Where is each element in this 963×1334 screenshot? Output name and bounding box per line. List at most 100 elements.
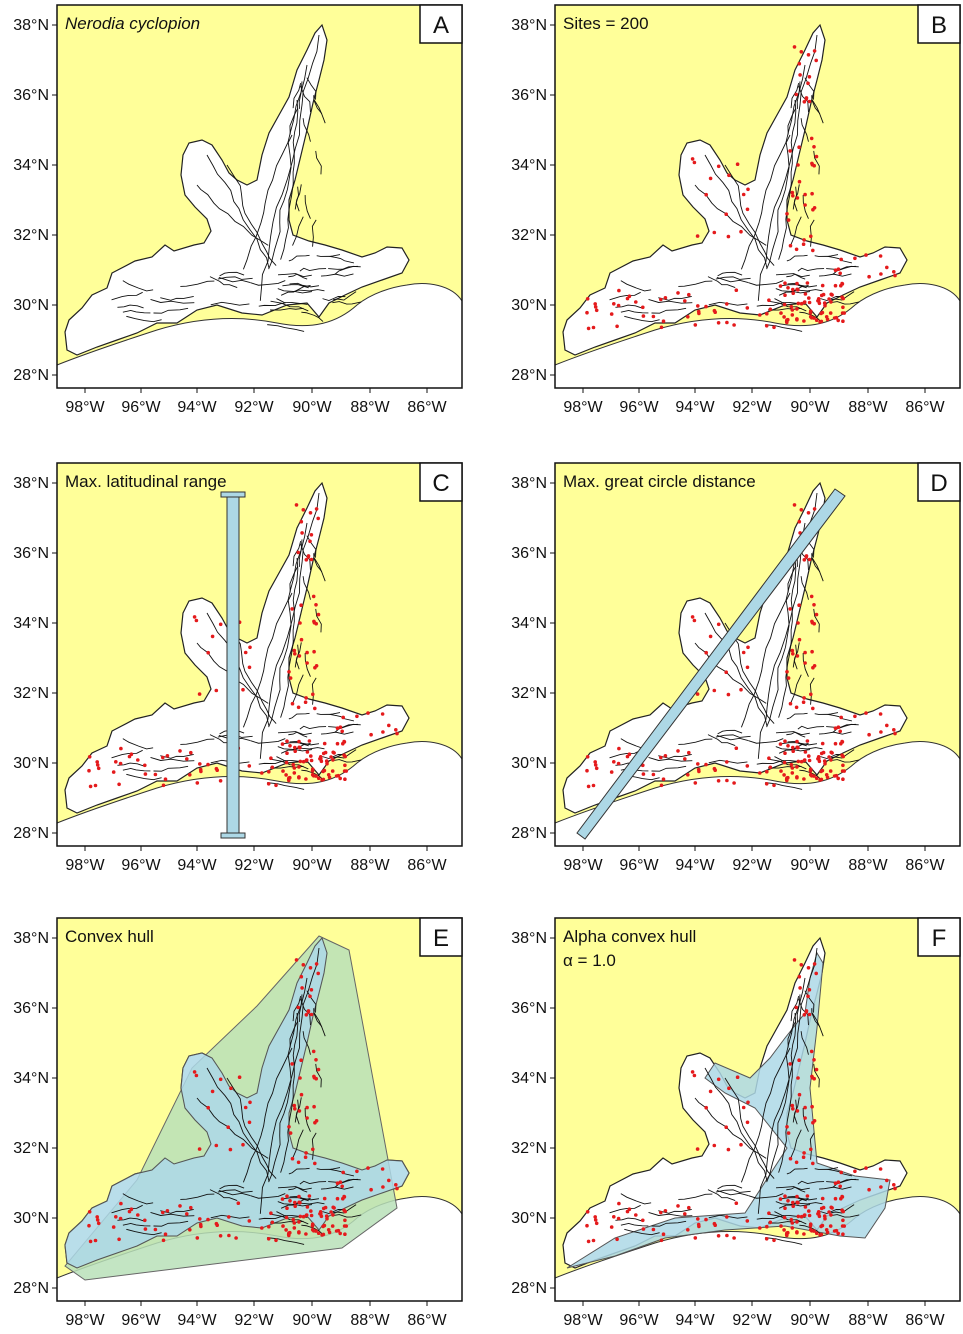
site-point <box>309 533 314 537</box>
site-point <box>609 1225 614 1229</box>
site-point <box>804 96 809 100</box>
site-point <box>764 782 769 786</box>
site-point <box>661 1232 666 1236</box>
site-point <box>829 292 833 297</box>
site-point <box>585 768 589 773</box>
site-point <box>724 212 728 216</box>
lon-tick-label: 94°W <box>675 1312 715 1329</box>
river-line <box>715 1189 751 1193</box>
site-point <box>695 692 700 696</box>
site-point <box>892 1183 896 1187</box>
site-point <box>304 777 308 781</box>
site-point <box>788 701 793 706</box>
site-point <box>88 784 93 789</box>
site-point <box>853 1169 857 1174</box>
site-point <box>797 637 802 642</box>
river-line <box>210 1214 250 1219</box>
river-line <box>278 273 312 278</box>
river-line <box>153 765 189 772</box>
site-point <box>734 1201 739 1205</box>
lon-tick-label: 98°W <box>563 399 603 416</box>
site-point <box>308 539 312 544</box>
site-point <box>829 300 833 304</box>
site-point <box>293 749 297 753</box>
lon-tick-label: 88°W <box>350 399 390 416</box>
river-network <box>609 492 860 790</box>
river-line <box>809 219 815 247</box>
site-point <box>828 769 833 773</box>
river-line <box>826 265 856 270</box>
site-point <box>341 715 346 720</box>
site-point <box>210 1089 215 1094</box>
site-point <box>825 317 830 322</box>
river-line <box>787 1021 797 1048</box>
site-point <box>807 557 812 562</box>
site-point <box>300 986 304 990</box>
site-point <box>814 318 819 323</box>
lon-tick-label: 88°W <box>848 399 888 416</box>
site-point <box>659 325 664 330</box>
site-point <box>366 711 370 715</box>
site-point <box>334 1229 339 1233</box>
site-point <box>782 1215 787 1220</box>
site-point <box>96 766 101 771</box>
site-point <box>331 750 336 755</box>
lon-tick-label: 92°W <box>732 1312 772 1329</box>
site-point <box>767 298 771 303</box>
site-point <box>795 317 799 322</box>
site-point <box>310 772 315 777</box>
site-point <box>267 769 271 774</box>
site-point <box>627 1207 632 1211</box>
site-point <box>343 777 347 781</box>
site-point <box>316 612 321 617</box>
site-point <box>314 1229 318 1233</box>
site-point <box>161 783 166 788</box>
site-point <box>311 594 316 599</box>
site-point <box>712 1143 717 1148</box>
site-point <box>322 1223 327 1228</box>
site-point <box>812 1229 816 1233</box>
river-line <box>217 1189 253 1193</box>
site-point <box>817 759 822 764</box>
site-point <box>93 1238 98 1243</box>
site-point <box>795 739 799 744</box>
site-point <box>833 283 838 288</box>
site-point <box>819 777 824 782</box>
river-line <box>328 1178 358 1183</box>
site-point <box>284 773 288 777</box>
lat-tick-label: 28°N <box>511 825 547 842</box>
site-point <box>765 769 769 774</box>
site-point <box>641 1218 645 1223</box>
river-line <box>302 576 311 600</box>
site-point <box>828 1224 833 1228</box>
site-point <box>143 1218 147 1223</box>
site-point <box>798 73 802 77</box>
site-point <box>329 1210 333 1214</box>
site-point <box>281 1224 285 1228</box>
site-point <box>292 1221 297 1225</box>
site-point <box>812 316 816 320</box>
site-point <box>305 1116 309 1120</box>
site-point <box>308 994 312 999</box>
site-point <box>791 1200 795 1205</box>
lat-tick-label: 32°N <box>13 1140 49 1157</box>
site-point <box>808 1222 813 1226</box>
site-point <box>735 162 740 166</box>
site-point <box>823 761 827 766</box>
site-point <box>806 511 811 515</box>
river-line <box>280 743 311 754</box>
river-line <box>814 254 839 257</box>
river-line <box>209 1189 238 1202</box>
site-point <box>725 760 729 764</box>
site-point <box>314 621 319 626</box>
panel-title: Convex hull <box>65 927 154 946</box>
river-line <box>786 273 806 280</box>
site-point <box>290 1156 295 1161</box>
river-line <box>320 731 354 735</box>
site-point <box>838 271 842 276</box>
lat-tick-label: 32°N <box>511 227 547 244</box>
river-line <box>301 311 324 322</box>
site-point <box>327 775 332 780</box>
site-point <box>785 320 789 325</box>
site-point <box>594 766 599 771</box>
